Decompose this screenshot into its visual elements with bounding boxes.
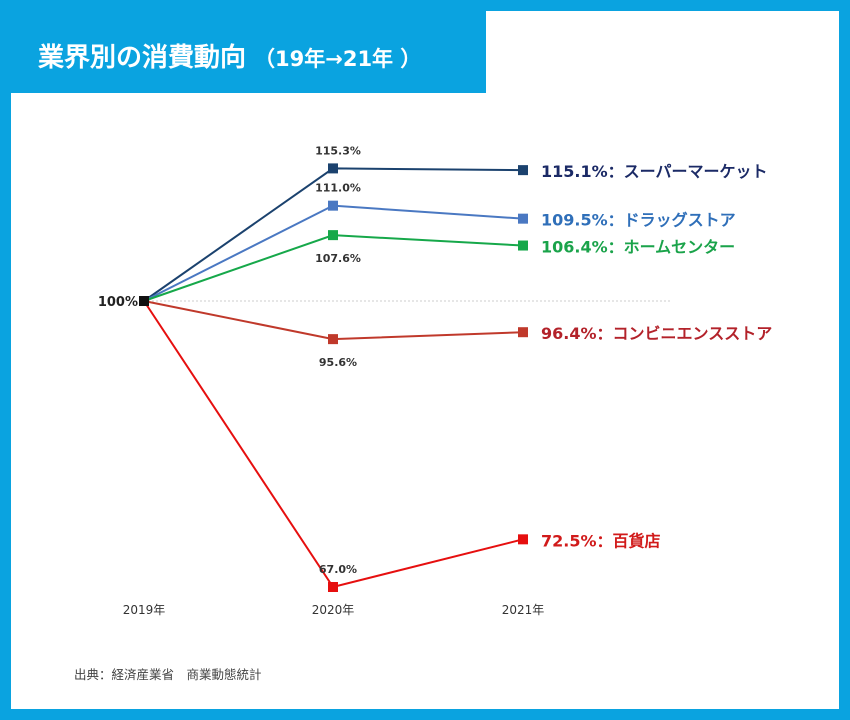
series-2-marker-2021年 — [518, 213, 528, 224]
line-chart: 115.3% 115.1%：スーパーマーケット 111.0% 109.5%：ドラッグス… — [98, 144, 772, 617]
source-note: 出典：経済産業省 商業動態統計 — [74, 667, 262, 682]
series-1-end-label: 115.1%：スーパーマーケット — [541, 162, 767, 181]
series-3-marker-2021年 — [518, 240, 528, 251]
x-tick-label-2019年: 2019年 — [123, 603, 166, 617]
series-1-marker-2021年 — [518, 165, 528, 176]
series-3-marker-2020年 — [328, 230, 338, 241]
x-tick-label-2020年: 2020年 — [312, 603, 355, 617]
series-1-marker-2020年 — [328, 163, 338, 174]
series-3-end-label: 106.4%：ホームセンター — [541, 238, 735, 257]
series-3-point-label: 107.6% — [315, 252, 361, 265]
series-2-end-label: 109.5%：ドラッグストア — [541, 211, 736, 230]
series-5-point-label: 67.0% — [319, 563, 357, 576]
origin-marker — [139, 296, 149, 306]
series-5-end-label: 72.5%：百貨店 — [541, 531, 661, 550]
chart-subtitle: （19年→21年 ） — [254, 47, 422, 71]
series-4-point-label: 95.6% — [319, 356, 357, 369]
series-4-line — [143, 300, 524, 341]
series-2-marker-2020年 — [328, 200, 338, 211]
series-5-marker-2021年 — [518, 534, 528, 545]
x-tick-label-2021年: 2021年 — [502, 603, 545, 617]
series-4-marker-2020年 — [328, 334, 338, 345]
series-1-point-label: 115.3% — [315, 144, 361, 157]
baseline-label: 100% — [98, 295, 138, 310]
title-banner: 業界別の消費動向 （19年→21年 ） — [11, 11, 486, 93]
series-2-point-label: 111.0% — [315, 182, 361, 195]
series-4-marker-2021年 — [518, 327, 528, 338]
chart-card: 115.3% 115.1%：スーパーマーケット 111.0% 109.5%：ドラッグス… — [11, 11, 839, 709]
series-5-marker-2020年 — [328, 582, 338, 592]
series-4-end-label: 96.4%：コンビニエンスストア — [541, 324, 772, 343]
series-3-line — [143, 234, 524, 302]
chart-title: 業界別の消費動向 — [38, 43, 247, 73]
